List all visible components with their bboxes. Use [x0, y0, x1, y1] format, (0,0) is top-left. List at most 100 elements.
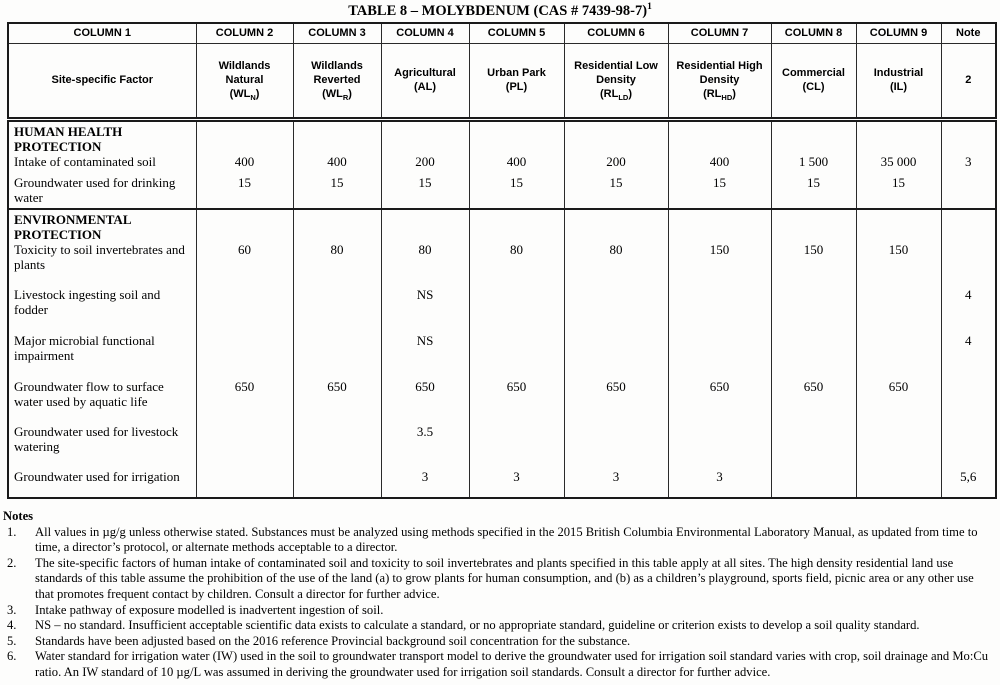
value-cell [855, 467, 942, 498]
land-use-abbr: (WLN) [229, 88, 260, 102]
value-cell: 15 [667, 173, 772, 209]
note-number: 1. [7, 524, 17, 539]
value-cell: 400 [468, 118, 565, 173]
note-text: NS – no standard. Insufficient acceptabl… [35, 618, 920, 633]
value-cell [195, 422, 294, 467]
value-cell [770, 422, 857, 467]
note-item: 3. Intake pathway of exposure modelled is… [3, 603, 995, 619]
factor-label: Livestock ingesting soil and fodder [14, 287, 161, 317]
value-cell [195, 467, 294, 498]
column-number-row: COLUMN 1 COLUMN 2 COLUMN 3 COLUMN 4 COLUMN 5… [7, 23, 997, 44]
factor-label: Major microbial functional impairment [14, 333, 155, 363]
land-use-name: Residential Low Density [574, 60, 658, 86]
land-use-header: Industrial (IL) [855, 43, 942, 122]
table-row: HUMAN HEALTH PROTECTION Intake of contami… [7, 118, 997, 173]
factor-label: Toxicity to soil invertebrates and plant… [14, 242, 185, 272]
land-use-abbr: (WLR) [322, 88, 352, 102]
value-cell: 15 [855, 173, 942, 209]
table-row: Livestock ingesting soil and fodder NS 4 [7, 285, 997, 331]
factor-label: Intake of contaminated soil [14, 153, 156, 169]
note-cell [940, 173, 997, 209]
land-use-header: Residential Low Density (RLLD) [563, 43, 669, 122]
land-use-abbr: (CL) [802, 81, 825, 93]
value-cell: 60 [195, 208, 294, 285]
column-header: COLUMN 7 [667, 23, 772, 44]
value-cell: 15 [770, 173, 857, 209]
value-cell [292, 285, 382, 331]
value-cell: 150 [770, 208, 857, 285]
note-number: 4. [7, 618, 17, 633]
table-row: Major microbial functional impairment NS 4 [7, 331, 997, 377]
value-cell [563, 331, 669, 377]
land-use-abbr: (PL) [505, 81, 528, 93]
note-item: 4. NS – no standard. Insufficient accepta… [3, 618, 995, 634]
value-cell [667, 285, 772, 331]
value-cell [770, 285, 857, 331]
value-cell: 3 [468, 467, 565, 498]
value-cell: 650 [770, 377, 857, 422]
factor-label: Groundwater used for irrigation [14, 469, 180, 484]
note-number: 2. [7, 555, 17, 570]
value-cell: 650 [468, 377, 565, 422]
value-cell: 3 [667, 467, 772, 498]
land-use-abbr: (IL) [889, 81, 908, 93]
notes-list: 1. All values in µg/g unless otherwise st… [3, 525, 995, 681]
column-header: COLUMN 5 [468, 23, 565, 44]
value-cell [292, 467, 382, 498]
value-cell [855, 422, 942, 467]
section-title: HUMAN HEALTH PROTECTION [14, 123, 123, 154]
table-row: Groundwater used for irrigation 3 3 3 3 5,6 [7, 467, 997, 498]
factor-cell: HUMAN HEALTH PROTECTION Intake of contami… [7, 118, 197, 173]
land-use-abbr: (AL) [414, 81, 436, 93]
factor-cell: Livestock ingesting soil and fodder [7, 285, 197, 331]
table-body: HUMAN HEALTH PROTECTION Intake of contami… [7, 118, 997, 498]
value-cell: 15 [468, 173, 565, 209]
column-header: COLUMN 3 [292, 23, 382, 44]
note-cell: 3 [940, 118, 997, 173]
value-cell: 650 [855, 377, 942, 422]
value-cell: 650 [563, 377, 669, 422]
land-use-name: Commercial [782, 67, 845, 79]
note-number: 5. [7, 633, 17, 648]
land-use-name: Residential High Density [676, 60, 763, 86]
table-row: Groundwater flow to surface water used b… [7, 377, 997, 422]
notes-section: Notes 1. All values in µg/g unless otherw… [0, 509, 995, 681]
note-cell [940, 208, 997, 285]
value-cell [195, 331, 294, 377]
value-cell [667, 331, 772, 377]
land-use-name: Agricultural [394, 67, 456, 79]
note-item: 1. All values in µg/g unless otherwise st… [3, 525, 995, 556]
land-use-header: Wildlands Natural (WLN) [195, 43, 294, 122]
column-header: COLUMN 8 [770, 23, 857, 44]
standards-table: COLUMN 1 COLUMN 2 COLUMN 3 COLUMN 4 COLUMN 5… [7, 22, 997, 499]
factor-cell: Groundwater used for drinking water [7, 173, 197, 209]
land-use-row: Site-specific Factor Wildlands Natural (WL… [7, 43, 997, 122]
note-cell: 5,6 [940, 467, 997, 498]
land-use-abbr: (RLHD) [703, 88, 736, 102]
value-cell [855, 331, 942, 377]
factor-cell: Groundwater used for livestock watering [7, 422, 197, 467]
value-cell [468, 422, 565, 467]
section-title: ENVIRONMENTAL PROTECTION [14, 212, 131, 242]
land-use-name: Wildlands Natural [218, 60, 271, 86]
note-text: All values in µg/g unless otherwise stat… [35, 524, 978, 555]
value-cell [292, 331, 382, 377]
factor-column-subheader: Site-specific Factor [7, 43, 197, 122]
value-cell: 400 [292, 118, 382, 173]
table-row: Groundwater used for livestock watering 3… [7, 422, 997, 467]
value-cell: 15 [563, 173, 669, 209]
value-cell: 650 [667, 377, 772, 422]
value-cell: 3.5 [380, 422, 470, 467]
value-cell: 400 [667, 118, 772, 173]
value-cell: 150 [667, 208, 772, 285]
land-use-abbr: (RLLD) [600, 88, 632, 102]
value-cell: 80 [563, 208, 669, 285]
value-cell: 15 [195, 173, 294, 209]
column-header: Note [940, 23, 997, 44]
note-cell: 4 [940, 285, 997, 331]
note-text: Intake pathway of exposure modelled is i… [35, 602, 384, 617]
note-text: Standards have been adjusted based on th… [35, 633, 631, 648]
value-cell [468, 331, 565, 377]
note-column-subheader: 2 [940, 43, 997, 122]
